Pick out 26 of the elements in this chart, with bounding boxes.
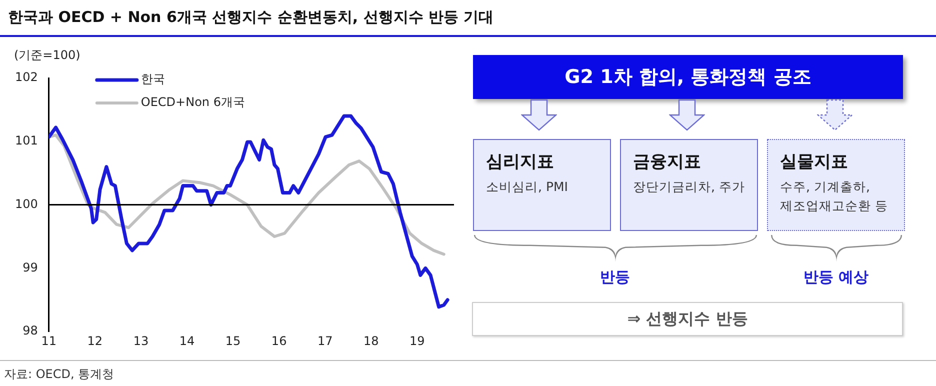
text: 자료: OECD, 통계청	[4, 366, 114, 383]
x-tick-label: 14	[179, 334, 195, 348]
x-tick-label: 16	[271, 334, 287, 348]
y-axis-title: (기준=100)	[14, 48, 80, 62]
y-tick-label: 100	[15, 196, 38, 211]
y-tick-label: 101	[15, 134, 38, 148]
x-tick-label: 17	[317, 334, 333, 348]
indicator-panel: 금융지표 장단기금리차, 주가	[620, 139, 758, 231]
y-tick-label: 99	[22, 260, 38, 274]
y-tick-label: 102	[15, 70, 38, 84]
x-tick-label: 11	[41, 334, 57, 348]
text: 반등 예상	[802, 268, 870, 287]
indicator-panel: 심리지표 소비심리, PMI	[473, 139, 611, 231]
indicator-panel: 실물지표 수주, 기계출하, 제조업재고순환 등	[767, 139, 905, 231]
x-tick-label: 15	[225, 334, 241, 348]
chart-title: 한국과 OECD + Non 6개국 선행지수 순환변동치, 선행지수 반등 기대	[8, 8, 494, 27]
legend-label: OECD+Non 6개국	[140, 95, 245, 110]
legend-label: 한국	[140, 72, 165, 86]
result-panel: ⇒ 선행지수 반등	[472, 302, 903, 336]
x-tick-label: 12	[87, 334, 103, 348]
x-tick-label: 18	[364, 334, 379, 348]
x-tick-label: 13	[133, 334, 149, 348]
banner: G2 1차 합의, 통화정책 공조	[473, 55, 903, 99]
x-tick-label: 19	[410, 334, 425, 348]
y-tick-label: 98	[22, 324, 38, 338]
text: 반등	[599, 268, 631, 287]
